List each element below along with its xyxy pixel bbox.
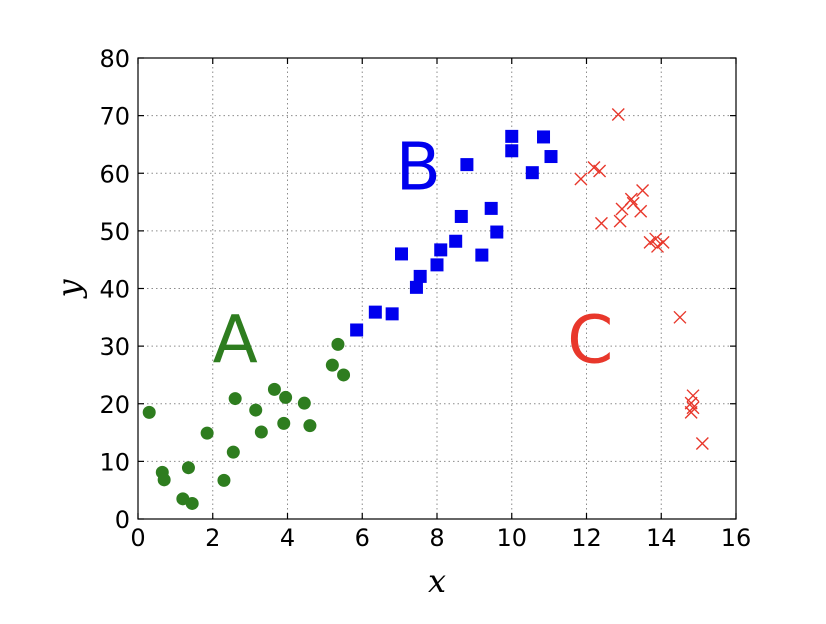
x-tick-label: 16 [721,524,752,552]
data-point-x [613,214,627,228]
data-point-x [593,164,607,178]
y-tick-label: 40 [99,276,130,304]
data-point-x [686,401,700,415]
data-point-circle [181,461,195,475]
data-point-circle [297,396,311,410]
data-point-square [430,258,444,272]
data-point-x [651,239,665,253]
data-point-square [490,225,504,239]
x-tick-label: 10 [496,524,527,552]
data-point-x [574,172,588,186]
data-point-square [484,201,498,215]
data-point-x [624,192,638,206]
data-point-circle [303,419,317,433]
x-tick-label: 4 [280,524,295,552]
cluster-label-b: B [396,128,441,205]
y-tick-label: 30 [99,333,130,361]
x-tick-label: 14 [646,524,677,552]
axis-ticks: 0 2 4 6 8 10 12 14 16 0 10 20 30 40 50 60 70 80 [99,45,751,552]
data-point-x [673,310,687,324]
x-axis-label: x [428,562,446,600]
data-point-circle [226,445,240,459]
y-tick-label: 70 [99,103,130,131]
data-point-x [695,437,709,451]
x-tick-label: 0 [130,524,145,552]
data-point-x [656,235,670,249]
data-point-circle [331,337,345,351]
cluster-labels: A B C [213,128,614,378]
data-point-square [505,144,519,158]
data-point-circle [267,382,281,396]
data-point-square [537,130,551,144]
data-point-square [449,234,463,248]
data-point-x [643,235,657,249]
data-point-x [594,216,608,230]
data-point-circle [157,473,171,487]
data-point-square [409,280,423,294]
data-point-x [611,107,625,121]
x-tick-label: 2 [205,524,220,552]
data-point-square [434,243,448,257]
data-point-square [368,305,382,319]
data-point-square [525,166,539,180]
y-tick-label: 50 [99,218,130,246]
data-point-x [684,405,698,419]
x-tick-label: 6 [355,524,370,552]
y-tick-label: 80 [99,45,130,73]
y-tick-label: 20 [99,391,130,419]
data-point-square [454,209,468,223]
data-point-circle [200,426,214,440]
data-point-x [684,396,698,410]
data-point-x [634,204,648,218]
y-axis-label: y [50,279,88,300]
data-point-circle [337,368,351,382]
data-point-circle [142,405,156,419]
data-point-square [505,129,519,143]
data-point-circle [325,358,339,372]
y-tick-label: 10 [99,448,130,476]
data-point-circle [254,425,268,439]
data-point-circle [185,496,199,510]
data-point-square [350,323,364,337]
data-point-circle [277,416,291,430]
data-point-circle [249,403,263,417]
data-point-x [587,160,601,174]
data-point-x [636,184,650,198]
data-point-square [413,269,427,283]
data-point-square [460,158,474,172]
data-point-square [394,247,408,261]
data-point-x [686,389,700,403]
x-tick-label: 12 [571,524,602,552]
data-point-circle [217,473,231,487]
data-point-square [385,307,399,321]
y-tick-label: 60 [99,160,130,188]
data-point-square [475,248,489,262]
cluster-label-c: C [567,301,613,378]
data-point-x [649,232,663,246]
data-point-circle [228,392,242,406]
data-point-circle [279,390,293,404]
x-tick-label: 8 [429,524,444,552]
y-tick-label: 0 [115,506,130,534]
data-points [142,107,709,510]
cluster-label-a: A [213,301,258,378]
data-point-square [544,150,558,164]
